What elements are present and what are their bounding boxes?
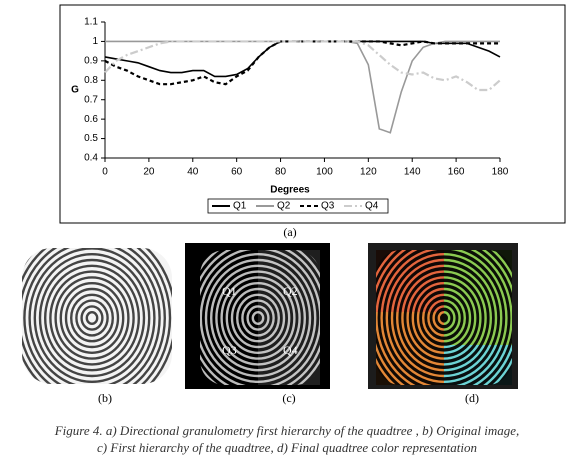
quad-color xyxy=(376,312,444,385)
ridge xyxy=(64,287,120,349)
ridge xyxy=(204,258,312,378)
ridge xyxy=(23,248,161,384)
x-tick-label: 80 xyxy=(275,167,287,178)
ridge xyxy=(38,258,146,378)
panel-label: (d) xyxy=(465,391,479,405)
quad-label: Q3 xyxy=(222,343,237,357)
ridge xyxy=(49,270,135,366)
ridge xyxy=(85,311,99,326)
ridge xyxy=(69,293,114,343)
y-tick-label: 0.6 xyxy=(84,114,98,125)
panel-label: (a) xyxy=(283,225,296,239)
ridge xyxy=(33,252,151,383)
x-tick-label: 40 xyxy=(187,167,199,178)
ridge xyxy=(54,276,130,360)
panel-label: (c) xyxy=(282,391,295,405)
ridge xyxy=(215,270,301,366)
x-tick-label: 120 xyxy=(360,167,377,178)
quad-label: Q4 xyxy=(283,343,298,357)
panel-label: (b) xyxy=(98,391,112,405)
y-tick-label: 0.9 xyxy=(84,55,98,66)
y-tick-label: 0.8 xyxy=(84,75,98,86)
ridge xyxy=(75,299,109,337)
x-tick-label: 0 xyxy=(102,167,108,178)
quad-color xyxy=(444,250,512,345)
ridge xyxy=(235,293,280,343)
x-axis-label: Degrees xyxy=(270,185,310,196)
quad-label: Q1 xyxy=(222,284,237,298)
ridge xyxy=(80,305,104,331)
fingerprint-c xyxy=(200,250,320,385)
legend-label: Q3 xyxy=(321,201,335,212)
x-tick-label: 20 xyxy=(143,167,155,178)
ridge xyxy=(246,305,270,331)
ridge xyxy=(241,299,275,337)
x-tick-label: 160 xyxy=(448,167,465,178)
quad-color xyxy=(376,250,444,312)
y-tick-label: 0.5 xyxy=(84,133,98,144)
quad-color xyxy=(444,345,512,385)
x-tick-label: 60 xyxy=(231,167,243,178)
caption: c) First hierarchy of the quadtree, d) F… xyxy=(97,440,477,455)
ridge xyxy=(230,287,286,349)
ridge xyxy=(225,282,291,355)
x-tick-label: 100 xyxy=(316,167,333,178)
ridge xyxy=(59,282,125,355)
ridge xyxy=(22,248,167,384)
y-tick-label: 1.1 xyxy=(84,17,98,28)
legend-label: Q1 xyxy=(233,201,247,212)
y-tick-label: 0.7 xyxy=(84,94,98,105)
ridge xyxy=(200,252,317,383)
y-axis-label: G xyxy=(71,85,79,96)
legend-label: Q2 xyxy=(277,201,291,212)
ridge xyxy=(209,264,306,372)
quad-shade xyxy=(258,250,320,385)
ridge xyxy=(28,248,156,384)
caption: Figure 4. a) Directional granulometry fi… xyxy=(54,423,520,438)
y-tick-label: 0.4 xyxy=(84,153,98,164)
ridge xyxy=(44,264,140,372)
ridge xyxy=(22,248,172,384)
chart-frame xyxy=(59,4,566,224)
x-tick-label: 180 xyxy=(492,167,509,178)
quad-label: Q2 xyxy=(283,284,298,298)
y-tick-label: 1 xyxy=(92,36,98,47)
series-line xyxy=(104,40,500,86)
x-tick-label: 140 xyxy=(404,167,421,178)
ridge xyxy=(220,276,296,360)
legend-label: Q4 xyxy=(365,201,379,212)
ridge xyxy=(251,311,265,326)
fingerprint-b xyxy=(22,248,172,384)
legend-box xyxy=(207,198,389,214)
